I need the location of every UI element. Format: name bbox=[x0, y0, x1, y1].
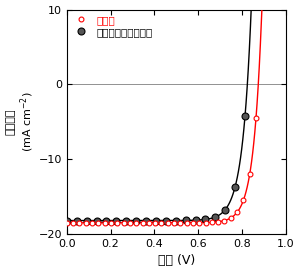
参照（ガラス基板） bbox=[105, 219, 108, 222]
参照（ガラス基板） bbox=[65, 219, 69, 222]
X-axis label: 電圧 (V): 電圧 (V) bbox=[158, 254, 195, 268]
参照（ガラス基板） bbox=[184, 219, 188, 222]
超薄型 bbox=[97, 221, 100, 224]
参照（ガラス基板） bbox=[154, 219, 158, 222]
超薄型 bbox=[204, 221, 207, 224]
超薄型 bbox=[103, 221, 106, 224]
超薄型 bbox=[242, 198, 245, 202]
参照（ガラス基板） bbox=[95, 219, 98, 222]
超薄型 bbox=[223, 219, 226, 222]
超薄型 bbox=[210, 221, 214, 224]
超薄型 bbox=[78, 221, 81, 224]
超薄型 bbox=[84, 221, 88, 224]
参照（ガラス基板） bbox=[224, 208, 227, 211]
超薄型 bbox=[197, 221, 201, 224]
超薄型 bbox=[160, 221, 163, 224]
参照（ガラス基板） bbox=[174, 219, 178, 222]
超薄型 bbox=[141, 221, 144, 224]
超薄型 bbox=[128, 221, 132, 224]
参照（ガラス基板） bbox=[144, 219, 148, 222]
参照（ガラス基板） bbox=[75, 219, 79, 222]
参照（ガラス基板） bbox=[115, 219, 118, 222]
超薄型 bbox=[185, 221, 188, 224]
超薄型 bbox=[116, 221, 119, 224]
参照（ガラス基板） bbox=[243, 115, 247, 118]
超薄型 bbox=[229, 216, 232, 219]
超薄型 bbox=[71, 221, 75, 224]
超薄型 bbox=[147, 221, 151, 224]
超薄型 bbox=[65, 221, 69, 224]
参照（ガラス基板） bbox=[164, 219, 168, 222]
超薄型 bbox=[248, 173, 251, 176]
参照（ガラス基板） bbox=[194, 219, 197, 222]
超薄型 bbox=[172, 221, 176, 224]
超薄型 bbox=[122, 221, 125, 224]
Line: 参照（ガラス基板）: 参照（ガラス基板） bbox=[63, 0, 278, 224]
超薄型 bbox=[216, 220, 220, 223]
参照（ガラス基板） bbox=[233, 185, 237, 188]
参照（ガラス基板） bbox=[124, 219, 128, 222]
超薄型 bbox=[254, 116, 258, 119]
参照（ガラス基板） bbox=[204, 218, 207, 221]
超薄型 bbox=[90, 221, 94, 224]
超薄型 bbox=[153, 221, 157, 224]
参照（ガラス基板） bbox=[134, 219, 138, 222]
超薄型 bbox=[235, 211, 239, 214]
超薄型 bbox=[178, 221, 182, 224]
超薄型 bbox=[191, 221, 195, 224]
超薄型 bbox=[109, 221, 113, 224]
Y-axis label: 電流密度
(mA cm$^{-2}$): 電流密度 (mA cm$^{-2}$) bbox=[6, 91, 36, 152]
超薄型 bbox=[134, 221, 138, 224]
Legend: 超薄型, 参照（ガラス基板）: 超薄型, 参照（ガラス基板） bbox=[70, 13, 154, 39]
Line: 超薄型: 超薄型 bbox=[64, 0, 284, 225]
参照（ガラス基板） bbox=[214, 215, 217, 219]
超薄型 bbox=[166, 221, 169, 224]
参照（ガラス基板） bbox=[85, 219, 88, 222]
